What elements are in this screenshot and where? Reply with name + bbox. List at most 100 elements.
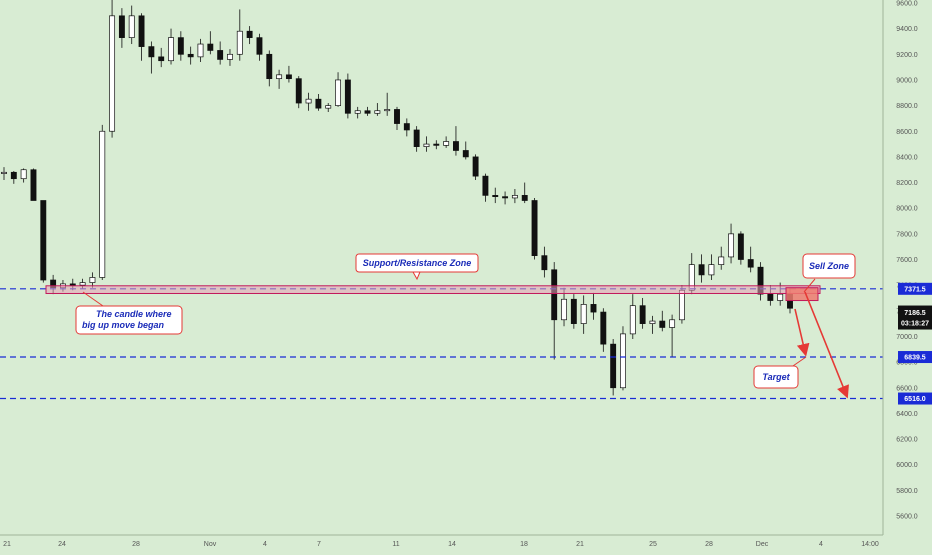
- candle: [757, 262, 764, 301]
- candle: [40, 200, 47, 283]
- candle: [600, 308, 607, 352]
- candle: [344, 73, 351, 119]
- candle: [168, 28, 174, 65]
- candle-body: [511, 195, 518, 199]
- candle-body: [10, 171, 17, 180]
- candle-body: [295, 78, 302, 104]
- time-tick-label: 21: [3, 541, 11, 548]
- candle: [207, 31, 214, 55]
- candle: [443, 136, 450, 148]
- candle-body: [344, 79, 351, 114]
- candle-body: [737, 233, 744, 260]
- price-tag-text-target-2: 6516.0: [904, 396, 926, 403]
- candle-body: [335, 79, 342, 106]
- price-tick-label: 7600.0: [896, 257, 918, 264]
- candle: [30, 168, 37, 201]
- candle: [217, 41, 224, 65]
- candle-body: [197, 43, 204, 58]
- candle-body: [570, 298, 577, 324]
- candle: [158, 47, 165, 68]
- candle: [492, 187, 499, 204]
- candle-body: [364, 110, 371, 114]
- time-tick-label: 24: [58, 541, 66, 548]
- price-tick-label: 9600.0: [896, 1, 918, 8]
- price-tick-label: 9000.0: [896, 77, 918, 84]
- candle: [128, 5, 135, 45]
- price-tick-label: 8000.0: [896, 206, 918, 213]
- candle-body: [551, 269, 558, 321]
- candle: [266, 50, 273, 87]
- candle: [521, 182, 528, 204]
- candle: [276, 69, 283, 89]
- candle-body: [580, 304, 587, 324]
- candle: [335, 72, 342, 107]
- candle: [590, 292, 597, 320]
- candle-note-line1: The candle where: [96, 309, 172, 319]
- price-tag-text-target-1: 6839.5: [904, 355, 926, 362]
- price-tag-text-resistance: 7371.5: [904, 286, 926, 293]
- candle: [109, 0, 116, 138]
- candle-note-line2: big up move began: [82, 320, 165, 330]
- candle-body: [443, 141, 450, 146]
- candle-body: [128, 15, 135, 38]
- candle-body: [118, 15, 125, 38]
- candle: [315, 94, 322, 111]
- candle: [403, 118, 410, 137]
- candle-body: [462, 150, 469, 158]
- candle-body: [423, 143, 430, 147]
- candle-body: [502, 196, 509, 199]
- candle-note-callout: The candle where big up move began: [75, 291, 183, 335]
- price-tick-label: 5800.0: [896, 488, 918, 495]
- price-tag-target-1: [898, 351, 932, 364]
- price-tick-label: 6600.0: [896, 385, 918, 392]
- target-arrow-2: [804, 291, 849, 399]
- price-tick-label: 7800.0: [896, 231, 918, 238]
- candle-body: [354, 110, 361, 114]
- zones: [45, 285, 821, 302]
- current-price-tag: [898, 305, 932, 330]
- candle-body: [207, 43, 214, 51]
- candle-series: [1, 0, 793, 396]
- candle-body: [403, 123, 410, 131]
- candle-body: [315, 98, 322, 109]
- candle-body: [531, 200, 538, 257]
- candle-body: [109, 15, 116, 132]
- time-tick-label: 25: [649, 541, 657, 548]
- candle-body: [276, 74, 283, 80]
- candle-body: [728, 233, 735, 258]
- candle: [551, 262, 558, 360]
- time-tick-label: 14: [448, 541, 456, 548]
- candle-body: [659, 320, 666, 328]
- time-tick-label: 28: [705, 541, 713, 548]
- candle: [649, 315, 656, 334]
- candle-body: [708, 264, 715, 276]
- candle-body: [698, 264, 705, 276]
- candle: [659, 310, 666, 332]
- price-tick-label: 8400.0: [896, 154, 918, 161]
- candle-body: [20, 169, 27, 180]
- candle: [482, 173, 489, 202]
- candle: [148, 41, 155, 74]
- sr-zone-callout: Support/Resistance Zone: [355, 253, 479, 281]
- candle: [325, 103, 332, 113]
- sr-zone-label: Support/Resistance Zone: [363, 258, 472, 268]
- time-axis-ticks: 21 24 28 Nov 4 7 11 14 18 21 25 28 Dec 4 14:00: [3, 541, 879, 548]
- time-tick-label: 21: [576, 541, 584, 548]
- candle: [227, 49, 233, 66]
- candle-body: [433, 143, 440, 146]
- candle-body: [492, 195, 499, 198]
- candle: [187, 46, 194, 65]
- candle-body: [227, 53, 233, 60]
- candle-body: [482, 175, 489, 196]
- candle: [620, 326, 626, 391]
- candle: [10, 171, 17, 184]
- candle-body: [629, 305, 636, 335]
- price-tag-target-2: [898, 392, 932, 405]
- candle: [737, 231, 744, 265]
- price-tick-label: 7000.0: [896, 334, 918, 341]
- candle: [708, 254, 715, 281]
- candle: [246, 26, 253, 45]
- time-tick-label: 18: [520, 541, 528, 548]
